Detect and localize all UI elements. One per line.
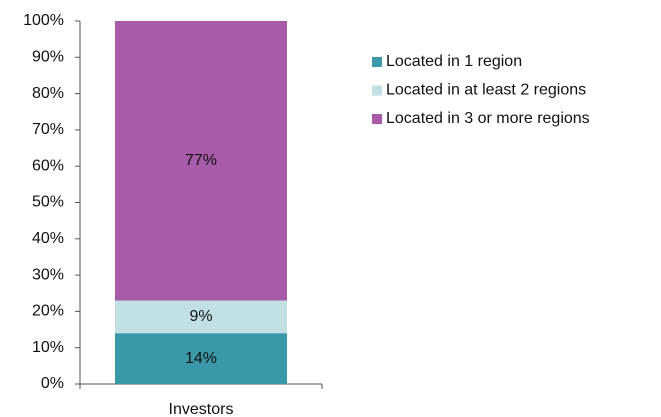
bar-segment bbox=[115, 333, 287, 384]
bar-segment bbox=[115, 300, 287, 334]
legend-label: Located in 1 region bbox=[386, 53, 522, 70]
bar-segment bbox=[115, 21, 287, 301]
y-tick-label: 50% bbox=[32, 194, 64, 211]
y-tick-label: 70% bbox=[32, 121, 64, 138]
y-tick-label: 10% bbox=[32, 339, 64, 356]
data-label: 77% bbox=[185, 152, 217, 169]
legend-label: Located in 3 or more regions bbox=[386, 110, 590, 127]
y-tick-label: 90% bbox=[32, 49, 64, 66]
legend-label: Located in at least 2 regions bbox=[386, 82, 586, 99]
y-tick-label: 30% bbox=[32, 266, 64, 283]
y-tick-label: 40% bbox=[32, 230, 64, 247]
y-tick-label: 0% bbox=[41, 375, 64, 392]
data-label: 14% bbox=[185, 350, 217, 367]
y-tick-label: 100% bbox=[23, 12, 64, 29]
legend-swatch bbox=[372, 114, 382, 124]
y-tick-label: 20% bbox=[32, 303, 64, 320]
y-tick-label: 80% bbox=[32, 85, 64, 102]
y-tick-label: 60% bbox=[32, 157, 64, 174]
legend-swatch bbox=[372, 85, 382, 96]
x-tick-label: Investors bbox=[169, 401, 234, 417]
data-label: 9% bbox=[189, 308, 212, 325]
legend-swatch bbox=[372, 57, 382, 67]
